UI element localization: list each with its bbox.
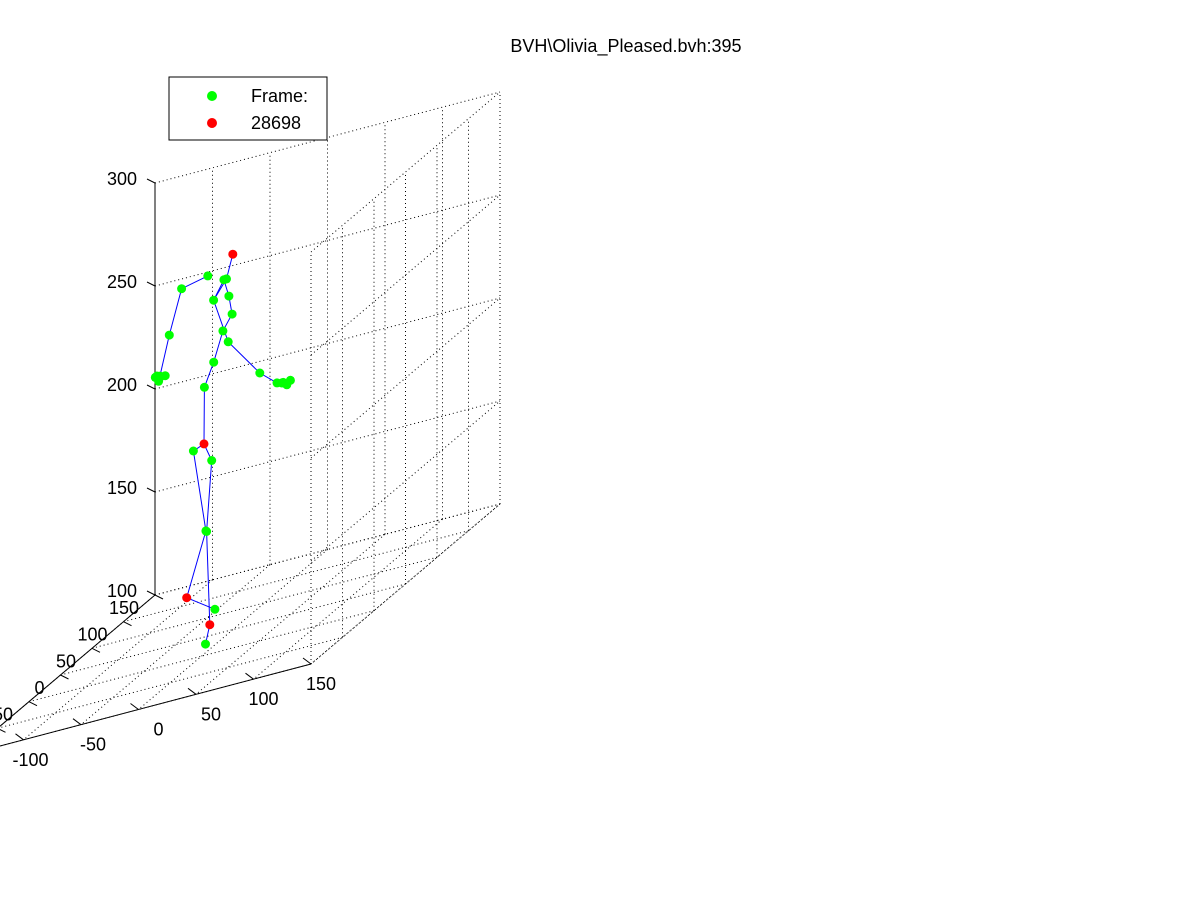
joint-point [202, 527, 212, 536]
joint-point [218, 326, 228, 336]
x-tick [130, 703, 139, 710]
joint-point [210, 604, 220, 614]
z-tick [146, 178, 156, 184]
z-tick-label: 300 [107, 169, 137, 189]
joint-point [164, 330, 174, 340]
legend-label-frame: Frame: [251, 86, 308, 106]
joint-point [188, 446, 198, 456]
y-tick [0, 728, 6, 733]
joint-markers [150, 249, 295, 649]
joint-point [152, 371, 162, 381]
end-joint-point [205, 620, 215, 630]
legend: Frame: 28698 [168, 76, 328, 141]
x-tick-label: 150 [306, 674, 336, 694]
x-tick [15, 733, 24, 741]
end-joint-point [228, 249, 238, 259]
y-tick [123, 621, 132, 627]
joint-point [160, 371, 170, 381]
chart-title: BVH\Olivia_Pleased.bvh:395 [510, 36, 741, 57]
x-tick-label: -100 [12, 750, 48, 770]
z-tick [146, 384, 156, 390]
joint-point [277, 378, 287, 388]
y-tick-label: -50 [0, 705, 13, 725]
joint-point [209, 357, 219, 367]
z-tick-label: 150 [107, 478, 137, 498]
skeleton-bone [159, 275, 209, 377]
joint-point [222, 274, 231, 284]
joint-point [255, 368, 265, 378]
end-joint-point [182, 593, 192, 603]
joint-point [223, 337, 233, 347]
z-tick [146, 281, 156, 287]
joint-point [285, 375, 295, 385]
y-tick [28, 701, 38, 707]
y-tick-label: 150 [109, 598, 139, 618]
x-tick [72, 718, 82, 726]
joint-point [199, 382, 209, 392]
joint-point [177, 284, 187, 294]
y-tick-label: 0 [34, 678, 44, 698]
y-tick [154, 594, 164, 600]
legend-box [168, 76, 328, 141]
z-tick-label: 250 [107, 272, 137, 292]
y-tick-label: 100 [77, 625, 107, 645]
z-tick [146, 487, 156, 493]
x-tick [302, 657, 312, 665]
legend-label-28698: 28698 [251, 113, 301, 133]
y-tick [91, 647, 101, 653]
z-tick-label: 100 [107, 581, 137, 601]
joint-point [227, 309, 237, 319]
x-tick-label: 50 [201, 704, 221, 724]
joint-point [203, 271, 213, 281]
y-tick [60, 674, 69, 680]
x-tick-label: 100 [248, 689, 278, 709]
x-tick [187, 687, 197, 695]
joint-point [201, 639, 210, 649]
x-tick-label: 0 [153, 720, 163, 740]
x-tick [245, 672, 254, 680]
y-tick-label: 50 [56, 651, 76, 671]
z-tick-label: 200 [107, 375, 137, 395]
joint-point [224, 291, 234, 301]
x-tick-label: -50 [80, 735, 106, 755]
joint-point [207, 456, 217, 465]
legend-marker-frame [207, 91, 217, 101]
z-tick [146, 590, 156, 596]
axes-3d: 100150200250300-150-100-50050100150-150-… [0, 91, 501, 770]
end-joint-point [199, 439, 209, 449]
joint-point [209, 295, 219, 305]
legend-marker-28698 [207, 118, 217, 128]
